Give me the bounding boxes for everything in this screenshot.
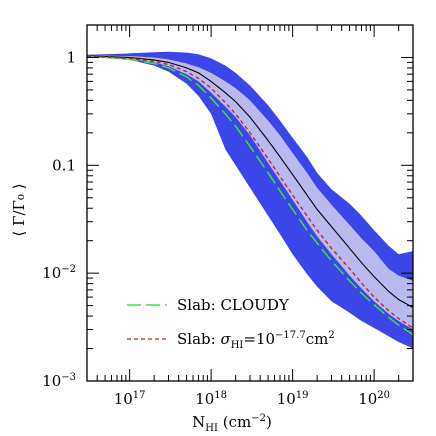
x-tick-label: 1017 xyxy=(114,390,146,408)
x-tick-label: 1018 xyxy=(195,390,227,408)
x-axis-title: NHI (cm−2) xyxy=(192,413,272,434)
outer-band xyxy=(87,51,413,349)
x-tick-label: 1019 xyxy=(277,390,309,408)
tick-labels: 1017 1018 1019 1020 1 0.1 10−2 10−3 xyxy=(42,48,390,408)
cloudy-line xyxy=(87,55,413,336)
sigma-line xyxy=(87,55,413,329)
bands xyxy=(87,51,413,349)
y-tick-label: 0.1 xyxy=(52,156,76,174)
legend-label-cloudy: Slab: CLOUDY xyxy=(177,296,290,314)
series-lines xyxy=(87,55,413,336)
y-tick-label: 1 xyxy=(66,48,76,66)
plot-frame xyxy=(86,24,414,382)
y-tick-label: 10−3 xyxy=(42,372,76,390)
inner-band xyxy=(87,55,413,330)
axis-ticks xyxy=(86,24,414,382)
legend: Slab: CLOUDY Slab: σHI=10−17.7cm2 xyxy=(127,296,335,351)
x-tick-label: 1020 xyxy=(358,390,390,408)
legend-label-sigma: Slab: σHI=10−17.7cm2 xyxy=(177,330,335,351)
median-line xyxy=(87,55,413,308)
y-axis-title: ⟨ Γ/Γ₀ ⟩ xyxy=(10,183,28,236)
y-tick-label: 10−2 xyxy=(42,264,76,282)
